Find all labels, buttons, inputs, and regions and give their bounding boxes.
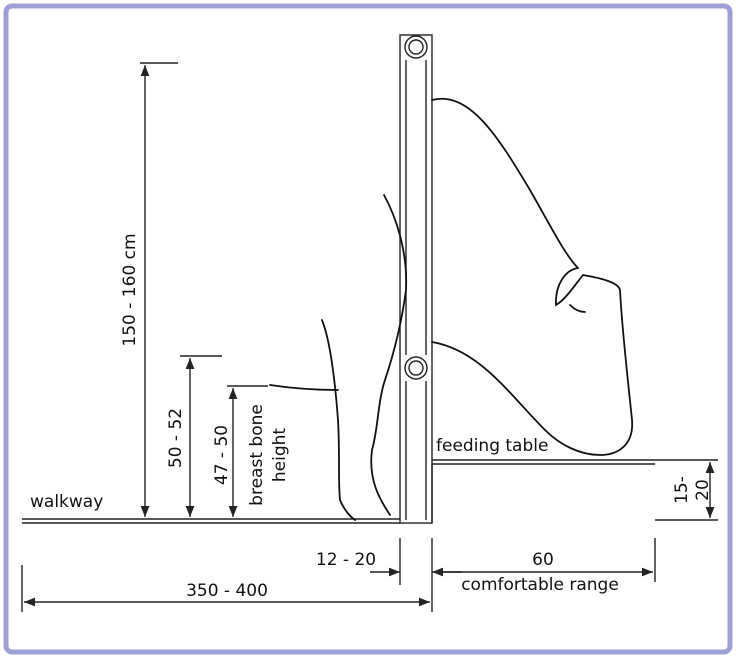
label: 12 - 20	[316, 550, 376, 570]
label: 60	[532, 550, 554, 570]
cow-outline	[269, 97, 633, 521]
label: 50 - 52	[166, 408, 186, 468]
structure	[22, 34, 655, 524]
label: 350 - 400	[186, 581, 268, 601]
label: 15-	[672, 476, 692, 504]
label: comfortable range	[461, 575, 619, 595]
label: height	[270, 428, 290, 483]
label: 20	[693, 479, 713, 501]
label: 47 - 50	[212, 425, 232, 485]
label: breast bone	[247, 404, 267, 506]
dimension-lines	[21, 62, 718, 612]
label: 150 - 160 cm	[120, 233, 140, 346]
label: walkway	[30, 492, 103, 512]
frame	[3, 3, 733, 655]
label: feeding table	[436, 436, 548, 456]
